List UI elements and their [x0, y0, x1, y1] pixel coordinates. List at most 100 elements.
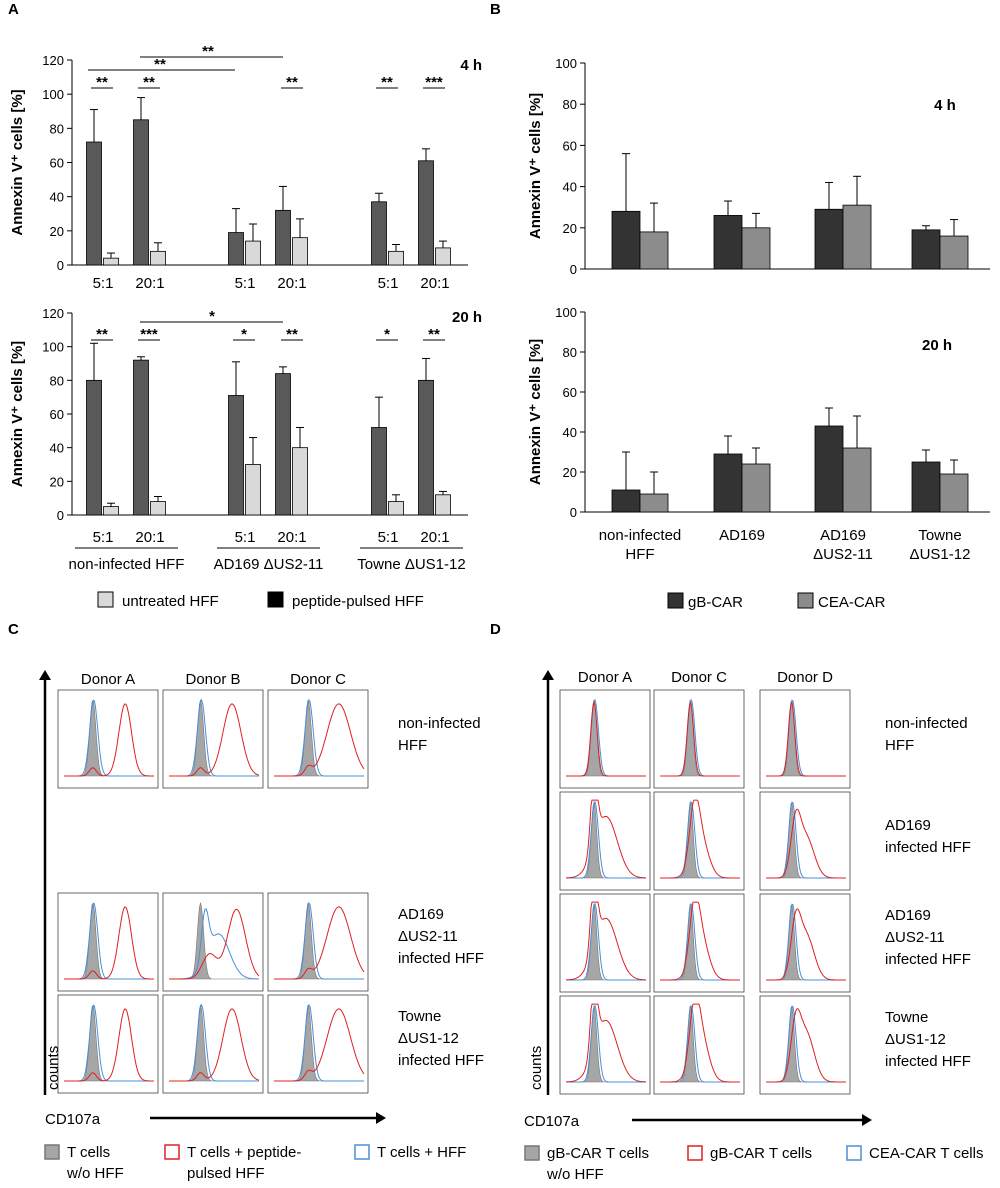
legend-label: CEA-CAR T cells — [869, 1145, 983, 1162]
histogram-red — [660, 1003, 740, 1083]
legend-label-line: w/o HFF — [66, 1165, 124, 1182]
panel-label: C — [8, 621, 19, 638]
legend-swatch — [354, 1144, 370, 1160]
histogram-frame — [653, 893, 745, 993]
row-label-line: AD169 — [885, 817, 931, 834]
significance: ** — [143, 74, 155, 91]
histogram-red — [766, 701, 846, 777]
bar — [275, 373, 291, 516]
y-arrowhead — [39, 670, 51, 680]
y-axis-label: Annexin V⁺ cells [%] — [9, 89, 26, 235]
y-axis-label: Annexin V⁺ cells [%] — [527, 339, 544, 485]
histogram-red — [169, 703, 260, 777]
histogram-red — [566, 1003, 646, 1083]
y-tick-label: 100 — [42, 87, 64, 102]
row-label-line: infected HFF — [885, 1053, 971, 1070]
x-tick-label: 20:1 — [277, 529, 306, 546]
legend-swatch — [797, 592, 814, 609]
bar — [713, 453, 743, 513]
legend-label: T cells + peptide-pulsed HFF — [187, 1144, 301, 1182]
donor-label: Donor C — [671, 669, 727, 686]
row-label: AD169 infected HFF — [885, 817, 971, 856]
row-label-line: ΔUS2-11 — [885, 929, 945, 946]
significance: ** — [154, 56, 166, 73]
x-tick-label-line: Towne — [918, 527, 961, 544]
x-arrowhead — [862, 1114, 872, 1126]
bar — [741, 227, 771, 270]
y-axis-label: Annexin V⁺ cells [%] — [527, 93, 544, 239]
bar — [292, 447, 308, 516]
legend-label-line: pulsed HFF — [187, 1165, 265, 1182]
row-label: AD169 ΔUS2-11 infected HFF — [398, 906, 484, 967]
y-tick-label: 40 — [563, 180, 577, 195]
bar — [435, 494, 451, 516]
significance: ** — [96, 74, 108, 91]
bar — [245, 240, 261, 266]
row-label-line: Towne — [398, 1008, 441, 1025]
histogram-frame — [57, 892, 159, 992]
donor-label: Donor B — [185, 671, 240, 688]
bar — [228, 232, 244, 266]
histogram-frame — [162, 994, 264, 1094]
bar — [418, 379, 434, 516]
bar — [911, 229, 941, 270]
x-tick-label: 20:1 — [135, 275, 164, 292]
histogram-red — [566, 901, 646, 981]
y-tick-label: 80 — [563, 97, 577, 112]
bar — [418, 160, 434, 266]
x-tick-label-line: AD169 — [820, 527, 866, 544]
group-label: non-infected HFF — [69, 556, 185, 573]
histogram-red — [274, 906, 365, 980]
histogram-frame — [57, 689, 159, 789]
legend-label-line: CEA-CAR T cells — [869, 1145, 983, 1162]
x-tick-label: 20:1 — [135, 529, 164, 546]
donor-label: Donor A — [578, 669, 632, 686]
bar — [292, 237, 308, 266]
histogram-blue — [566, 800, 646, 879]
bar — [86, 141, 102, 266]
y-tick-label: 20 — [563, 221, 577, 236]
x-tick-label-line: ΔUS2-11 — [813, 546, 873, 563]
bar — [133, 119, 149, 266]
x-tick-label: Towne ΔUS1-12 — [910, 527, 971, 563]
significance: ** — [96, 326, 108, 343]
y-tick-label: 80 — [50, 373, 64, 388]
bar — [103, 257, 119, 266]
donor-label: Donor A — [81, 671, 135, 688]
x-tick-label: 5:1 — [93, 529, 114, 546]
legend-label-line: gB-CAR T cells — [547, 1145, 649, 1162]
y-tick-label: 0 — [570, 262, 577, 277]
histogram-frame — [759, 893, 851, 993]
x-tick-label: 5:1 — [93, 275, 114, 292]
histogram-frame — [759, 995, 851, 1095]
bar — [388, 501, 404, 516]
x-tick-label-line: ΔUS1-12 — [910, 546, 971, 563]
y-tick-label: 20 — [50, 224, 64, 239]
significance: ** — [202, 43, 214, 60]
row-label: AD169 ΔUS2-11 infected HFF — [885, 907, 971, 968]
bar — [435, 247, 451, 266]
histogram-red — [766, 1008, 846, 1083]
significance: ** — [286, 74, 298, 91]
significance: ** — [381, 74, 393, 91]
significance: ** — [286, 326, 298, 343]
histogram-frame — [559, 791, 651, 891]
x-tick-label: 5:1 — [378, 529, 399, 546]
histogram-frame — [162, 892, 264, 992]
row-label-line: AD169 — [398, 906, 444, 923]
legend-label: T cells w/o HFF — [66, 1144, 124, 1182]
legend-swatch — [846, 1145, 862, 1161]
x-tick-label: AD169 — [719, 527, 765, 544]
legend-label: gB-CAR T cells — [710, 1145, 812, 1162]
x-axis-label: CD107a — [45, 1111, 101, 1128]
chart-title: 20 h — [452, 309, 482, 326]
bar — [842, 447, 872, 513]
bar — [814, 208, 844, 270]
y-axis-label: counts — [45, 1046, 62, 1090]
row-label: Towne ΔUS1-12 infected HFF — [398, 1008, 484, 1069]
chart-title: 20 h — [922, 337, 952, 354]
legend-label: T cells + HFF — [377, 1144, 466, 1161]
bar — [275, 209, 291, 266]
significance: *** — [140, 326, 158, 343]
